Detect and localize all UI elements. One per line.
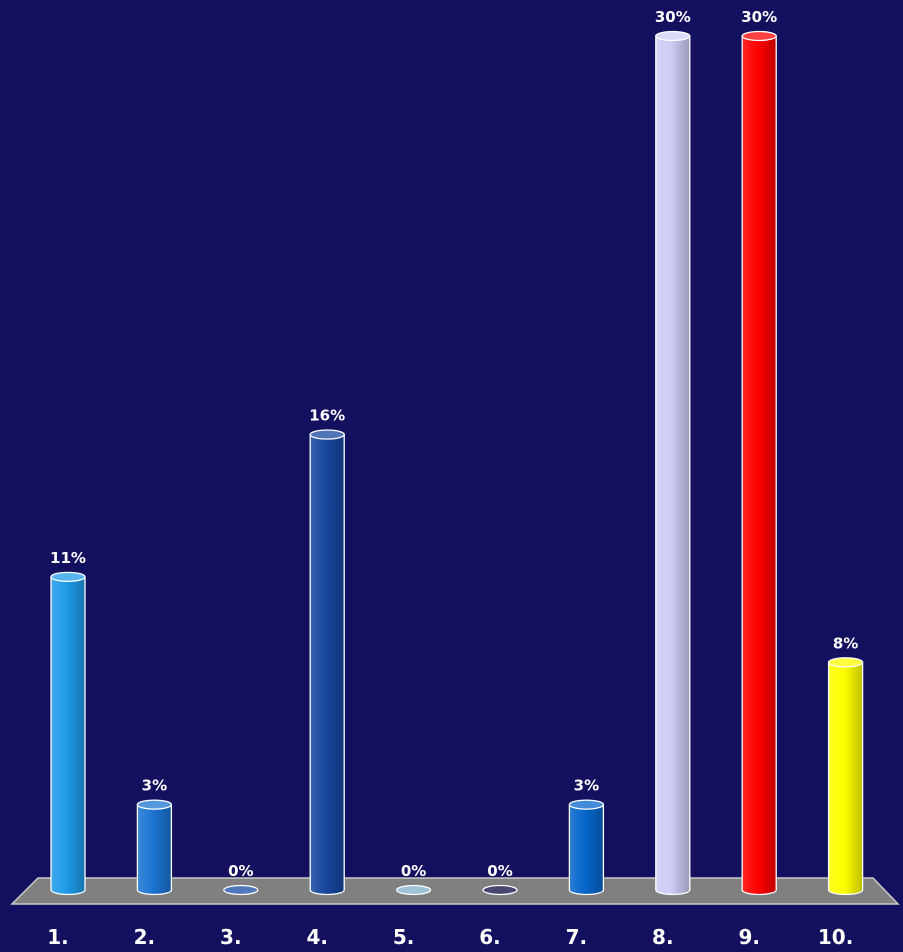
bar-cap [50, 571, 86, 583]
value-label-10: 8% [833, 634, 858, 652]
bar-cap [136, 799, 173, 810]
category-label-2: 2. [134, 925, 156, 949]
category-label-7: 7. [566, 925, 588, 949]
value-labels-group: 11% 3% 0% 16% 0% 0% 3% 30% 30% 8% [50, 8, 858, 880]
bar-cap [482, 884, 518, 896]
value-label-3: 0% [228, 862, 253, 880]
bar-body [741, 35, 777, 896]
bar-3 [223, 884, 259, 896]
value-label-2: 3% [142, 777, 167, 795]
category-label-3: 3. [220, 925, 242, 949]
value-label-5: 0% [401, 862, 426, 880]
bar-body [568, 803, 605, 896]
bar-cap [395, 884, 432, 896]
category-label-9: 9. [738, 925, 760, 949]
bar-5 [395, 884, 432, 896]
bar-10 [827, 657, 864, 896]
bar-body [655, 35, 691, 896]
bar-body [827, 661, 864, 896]
category-label-10: 10. [818, 925, 853, 949]
bar-body [50, 576, 86, 896]
bar-body [136, 803, 173, 896]
category-labels-group: 1. 2. 3. 4. 5. 6. 7. 8. 9. 10. [47, 925, 853, 949]
category-label-1: 1. [47, 925, 69, 949]
value-label-8: 30% [655, 8, 691, 26]
bar-body [309, 433, 345, 896]
bar-cap [309, 429, 345, 440]
bar-cap [223, 884, 259, 896]
bar-cap [655, 30, 691, 42]
bar-cap [568, 799, 605, 810]
value-label-4: 16% [309, 407, 345, 425]
value-label-6: 0% [487, 862, 512, 880]
bar-9 [741, 30, 777, 896]
value-label-7: 3% [574, 777, 599, 795]
bar-8 [655, 30, 691, 896]
category-label-6: 6. [479, 925, 501, 949]
bar-6 [482, 884, 518, 896]
value-label-9: 30% [741, 8, 777, 26]
category-label-5: 5. [393, 925, 415, 949]
category-label-8: 8. [652, 925, 674, 949]
bars-group [50, 30, 864, 896]
bar-cap [827, 657, 864, 668]
bar-1 [50, 571, 86, 896]
category-label-4: 4. [306, 925, 328, 949]
value-label-1: 11% [50, 549, 86, 567]
bar-cap [741, 30, 777, 42]
bar-2 [136, 799, 173, 896]
bar-7 [568, 799, 605, 896]
bar-4 [309, 429, 345, 896]
